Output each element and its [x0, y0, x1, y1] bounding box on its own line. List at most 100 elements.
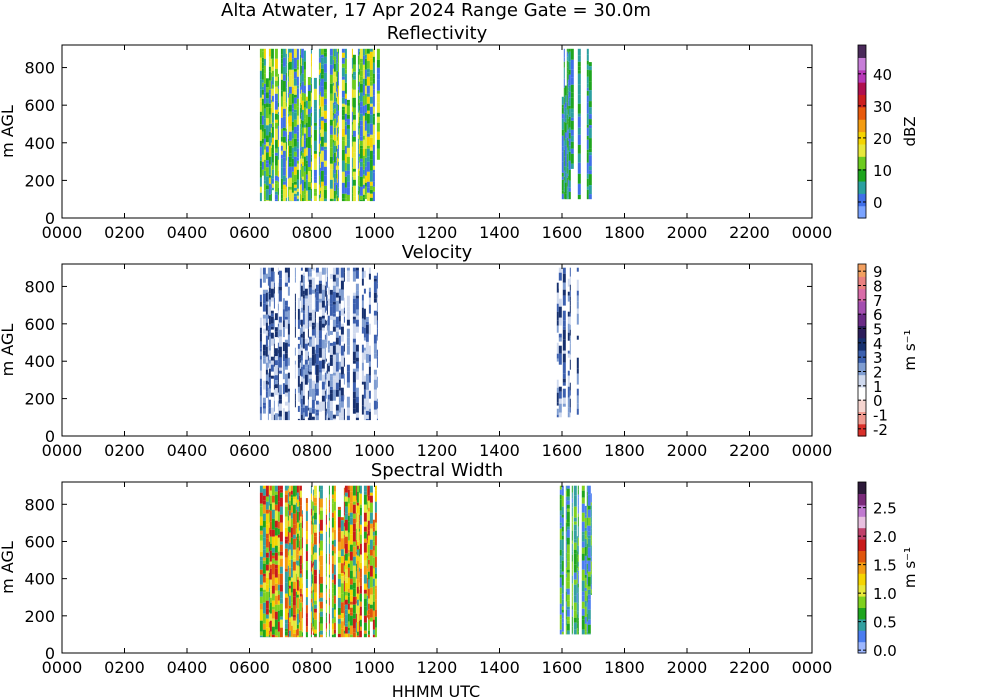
- heatmap-cell: [268, 627, 270, 631]
- heatmap-cell: [284, 582, 288, 594]
- heatmap-cell: [356, 485, 359, 492]
- heatmap-cell: [315, 300, 319, 312]
- heatmap-cell: [568, 180, 571, 188]
- heatmap-cell: [343, 512, 345, 516]
- heatmap-cell: [367, 485, 370, 496]
- heatmap-cell: [290, 505, 293, 513]
- heatmap-cell: [344, 609, 348, 615]
- heatmap-cell: [366, 93, 370, 97]
- heatmap-cell: [269, 613, 272, 621]
- heatmap-cell: [347, 621, 350, 628]
- heatmap-cell: [312, 543, 314, 547]
- heatmap-cell: [568, 151, 571, 161]
- heatmap-cell: [588, 152, 592, 156]
- heatmap-cell: [270, 107, 272, 117]
- heatmap-cell: [566, 124, 568, 131]
- heatmap-cell: [298, 485, 300, 496]
- heatmap-cell: [327, 408, 330, 418]
- heatmap-cell: [296, 565, 299, 577]
- heatmap-cell: [372, 557, 375, 569]
- heatmap-cell: [311, 416, 315, 420]
- heatmap-cell: [365, 321, 369, 325]
- heatmap-cell: [314, 307, 316, 312]
- heatmap-cell: [273, 271, 275, 283]
- heatmap-cell: [284, 597, 288, 609]
- heatmap-cell: [586, 602, 588, 614]
- heatmap-cell: [325, 612, 327, 617]
- heatmap-cell: [319, 576, 323, 584]
- heatmap-cell: [282, 157, 286, 168]
- heatmap-cell: [571, 551, 573, 555]
- heatmap-cell: [307, 382, 309, 391]
- heatmap-cell: [296, 59, 299, 67]
- heatmap-cell: [323, 185, 327, 190]
- heatmap-cell: [351, 121, 353, 125]
- heatmap-cell: [293, 133, 297, 139]
- heatmap-cell: [277, 102, 279, 107]
- heatmap-cell: [270, 329, 274, 333]
- heatmap-cell: [268, 137, 271, 146]
- heatmap-cell: [351, 167, 353, 177]
- heatmap-cell: [369, 185, 373, 190]
- heatmap-cell: [325, 631, 327, 636]
- heatmap-cell: [279, 485, 283, 490]
- heatmap-cell: [296, 594, 299, 598]
- heatmap-cell: [259, 591, 263, 597]
- heatmap-cell: [336, 190, 338, 196]
- heatmap-cell: [369, 96, 373, 104]
- heatmap-cell: [355, 528, 357, 540]
- heatmap-cell: [263, 73, 266, 84]
- heatmap-cell: [577, 574, 579, 584]
- heatmap-cell: [567, 291, 570, 296]
- heatmap-cell: [294, 267, 296, 278]
- heatmap-cell: [269, 597, 272, 603]
- heatmap-cell: [337, 527, 341, 532]
- heatmap-cell: [328, 623, 330, 630]
- heatmap-cell: [295, 629, 297, 638]
- heatmap-cell: [352, 316, 356, 320]
- colorbar-swatch: [858, 423, 866, 437]
- colorbar-swatch: [858, 288, 866, 302]
- heatmap-cell: [305, 539, 308, 545]
- heatmap-cell: [308, 294, 312, 304]
- heatmap-cell: [587, 547, 591, 558]
- heatmap-cell: [332, 129, 334, 140]
- heatmap-cell: [327, 340, 330, 350]
- heatmap-cell: [259, 115, 262, 125]
- heatmap-cell: [265, 552, 269, 558]
- heatmap-cell: [291, 130, 294, 139]
- heatmap-cell: [338, 390, 341, 398]
- heatmap-cell: [308, 374, 312, 379]
- heatmap-cell: [299, 383, 301, 395]
- heatmap-cell: [586, 563, 588, 570]
- heatmap-cell: [368, 345, 371, 355]
- x-tick-label: 1600: [542, 223, 583, 242]
- heatmap-cell: [367, 564, 370, 572]
- heatmap-cell: [329, 138, 333, 148]
- heatmap-cell: [368, 273, 371, 280]
- heatmap-cell: [318, 573, 320, 585]
- heatmap-cell: [340, 549, 344, 557]
- heatmap-cell: [573, 617, 577, 623]
- heatmap-cell: [373, 298, 377, 303]
- heatmap-cell: [346, 156, 350, 164]
- heatmap-cell: [291, 103, 294, 109]
- heatmap-cell: [274, 568, 278, 578]
- heatmap-cell: [586, 178, 589, 187]
- heatmap-cell: [577, 497, 579, 506]
- heatmap-cell: [273, 338, 275, 344]
- heatmap-cell: [576, 313, 579, 325]
- heatmap-cell: [319, 634, 323, 638]
- heatmap-cell: [372, 527, 375, 532]
- heatmap-cell: [566, 526, 570, 530]
- heatmap-cell: [362, 115, 365, 127]
- heatmap-cell: [268, 363, 271, 369]
- heatmap-cell: [307, 187, 311, 190]
- heatmap-cell: [274, 100, 278, 110]
- heatmap-cell: [586, 87, 589, 91]
- heatmap-cell: [261, 124, 264, 132]
- heatmap-cell: [299, 137, 301, 148]
- heatmap-cell: [346, 345, 350, 355]
- heatmap-cell: [333, 603, 336, 610]
- heatmap-cell: [268, 276, 271, 288]
